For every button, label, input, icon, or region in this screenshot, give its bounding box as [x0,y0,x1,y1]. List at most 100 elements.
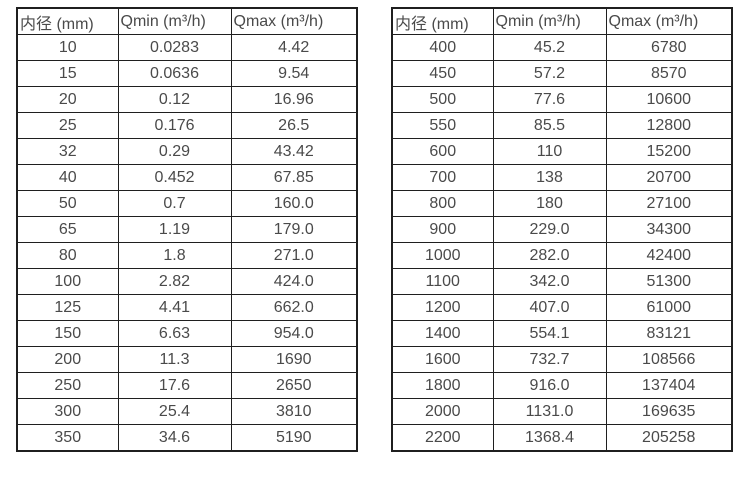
table-cell: 1800 [391,372,494,399]
table-cell: 300 [16,398,119,425]
table-cell: 169635 [605,398,733,425]
table-cell: 1100 [391,268,494,295]
table-cell: 2000 [391,398,494,425]
table-row: 150 6.63 954.0 [16,320,358,347]
table-cell: 0.176 [117,112,232,139]
table-cell: 0.452 [117,164,232,191]
table-cell: 0.7 [117,190,232,217]
table-cell: 85.5 [492,112,607,139]
table-row: 2000 1131.0 169635 [391,398,733,425]
table-cell: 550 [391,112,494,139]
table-cell: 342.0 [492,268,607,295]
table-cell: 600 [391,138,494,165]
table-cell: 554.1 [492,320,607,347]
table-cell: 8570 [605,60,733,87]
table-cell: 5190 [230,424,358,452]
table-row: 80 1.8 271.0 [16,242,358,269]
table-cell: 32 [16,138,119,165]
table-cell: 57.2 [492,60,607,87]
table-cell: 180 [492,190,607,217]
table-cell: 110 [492,138,607,165]
table-row: 20 0.12 16.96 [16,86,358,113]
table-cell: 34.6 [117,424,232,452]
table-cell: 200 [16,346,119,373]
table-row: 350 34.6 5190 [16,424,358,452]
table-cell: 1400 [391,320,494,347]
table-cell: 6780 [605,34,733,61]
table-cell: 40 [16,164,119,191]
tables-container: 内径 (mm) Qmin (m³/h) Qmax (m³/h) 10 0.0283 4.4… [16,7,733,452]
table-row: 600 110 15200 [391,138,733,165]
table-cell: 10 [16,34,119,61]
table-row: 50 0.7 160.0 [16,190,358,217]
table-cell: 1690 [230,346,358,373]
table-cell: 51300 [605,268,733,295]
table-cell: 65 [16,216,119,243]
table-row: 900 229.0 34300 [391,216,733,243]
table-row: 1000 282.0 42400 [391,242,733,269]
table-row: 1400 554.1 83121 [391,320,733,347]
table-cell: 2650 [230,372,358,399]
table-cell: 1000 [391,242,494,269]
table-cell: 9.54 [230,60,358,87]
table-row: 200 11.3 1690 [16,346,358,373]
table-row: 65 1.19 179.0 [16,216,358,243]
table-cell: 15200 [605,138,733,165]
table-cell: 25.4 [117,398,232,425]
table-row: 400 45.2 6780 [391,34,733,61]
table-row: 250 17.6 2650 [16,372,358,399]
column-header: Qmin (m³/h) [117,7,232,35]
table-cell: 2.82 [117,268,232,295]
table-cell: 3810 [230,398,358,425]
flow-range-table-right: 内径 (mm) Qmin (m³/h) Qmax (m³/h) 400 45.2 6780… [391,7,733,452]
flow-range-table-left: 内径 (mm) Qmin (m³/h) Qmax (m³/h) 10 0.0283 4.4… [16,7,358,452]
header-row: 内径 (mm) Qmin (m³/h) Qmax (m³/h) [16,7,358,35]
table-row: 1600 732.7 108566 [391,346,733,373]
table-cell: 900 [391,216,494,243]
table-cell: 700 [391,164,494,191]
table-cell: 45.2 [492,34,607,61]
table-cell: 125 [16,294,119,321]
table-cell: 83121 [605,320,733,347]
table-cell: 150 [16,320,119,347]
table-cell: 282.0 [492,242,607,269]
table-cell: 100 [16,268,119,295]
table-cell: 800 [391,190,494,217]
table-cell: 732.7 [492,346,607,373]
table-row: 700 138 20700 [391,164,733,191]
table-cell: 17.6 [117,372,232,399]
table-cell: 27100 [605,190,733,217]
table-cell: 271.0 [230,242,358,269]
table-row: 25 0.176 26.5 [16,112,358,139]
table-cell: 50 [16,190,119,217]
table-cell: 250 [16,372,119,399]
column-header: 内径 (mm) [16,7,119,35]
table-cell: 61000 [605,294,733,321]
table-cell: 20700 [605,164,733,191]
table-cell: 137404 [605,372,733,399]
table-row: 1800 916.0 137404 [391,372,733,399]
table-cell: 350 [16,424,119,452]
table-cell: 43.42 [230,138,358,165]
table-cell: 424.0 [230,268,358,295]
table-cell: 1368.4 [492,424,607,452]
table-row: 2200 1368.4 205258 [391,424,733,452]
table-cell: 0.29 [117,138,232,165]
column-header: Qmax (m³/h) [605,7,733,35]
table-cell: 25 [16,112,119,139]
table-cell: 450 [391,60,494,87]
table-row: 300 25.4 3810 [16,398,358,425]
table-row: 125 4.41 662.0 [16,294,358,321]
table-row: 100 2.82 424.0 [16,268,358,295]
table-row: 32 0.29 43.42 [16,138,358,165]
table-cell: 1.19 [117,216,232,243]
table-cell: 400 [391,34,494,61]
table-cell: 26.5 [230,112,358,139]
table-row: 40 0.452 67.85 [16,164,358,191]
table-cell: 15 [16,60,119,87]
table-cell: 1.8 [117,242,232,269]
table-cell: 205258 [605,424,733,452]
table-row: 10 0.0283 4.42 [16,34,358,61]
table-cell: 34300 [605,216,733,243]
table-cell: 10600 [605,86,733,113]
